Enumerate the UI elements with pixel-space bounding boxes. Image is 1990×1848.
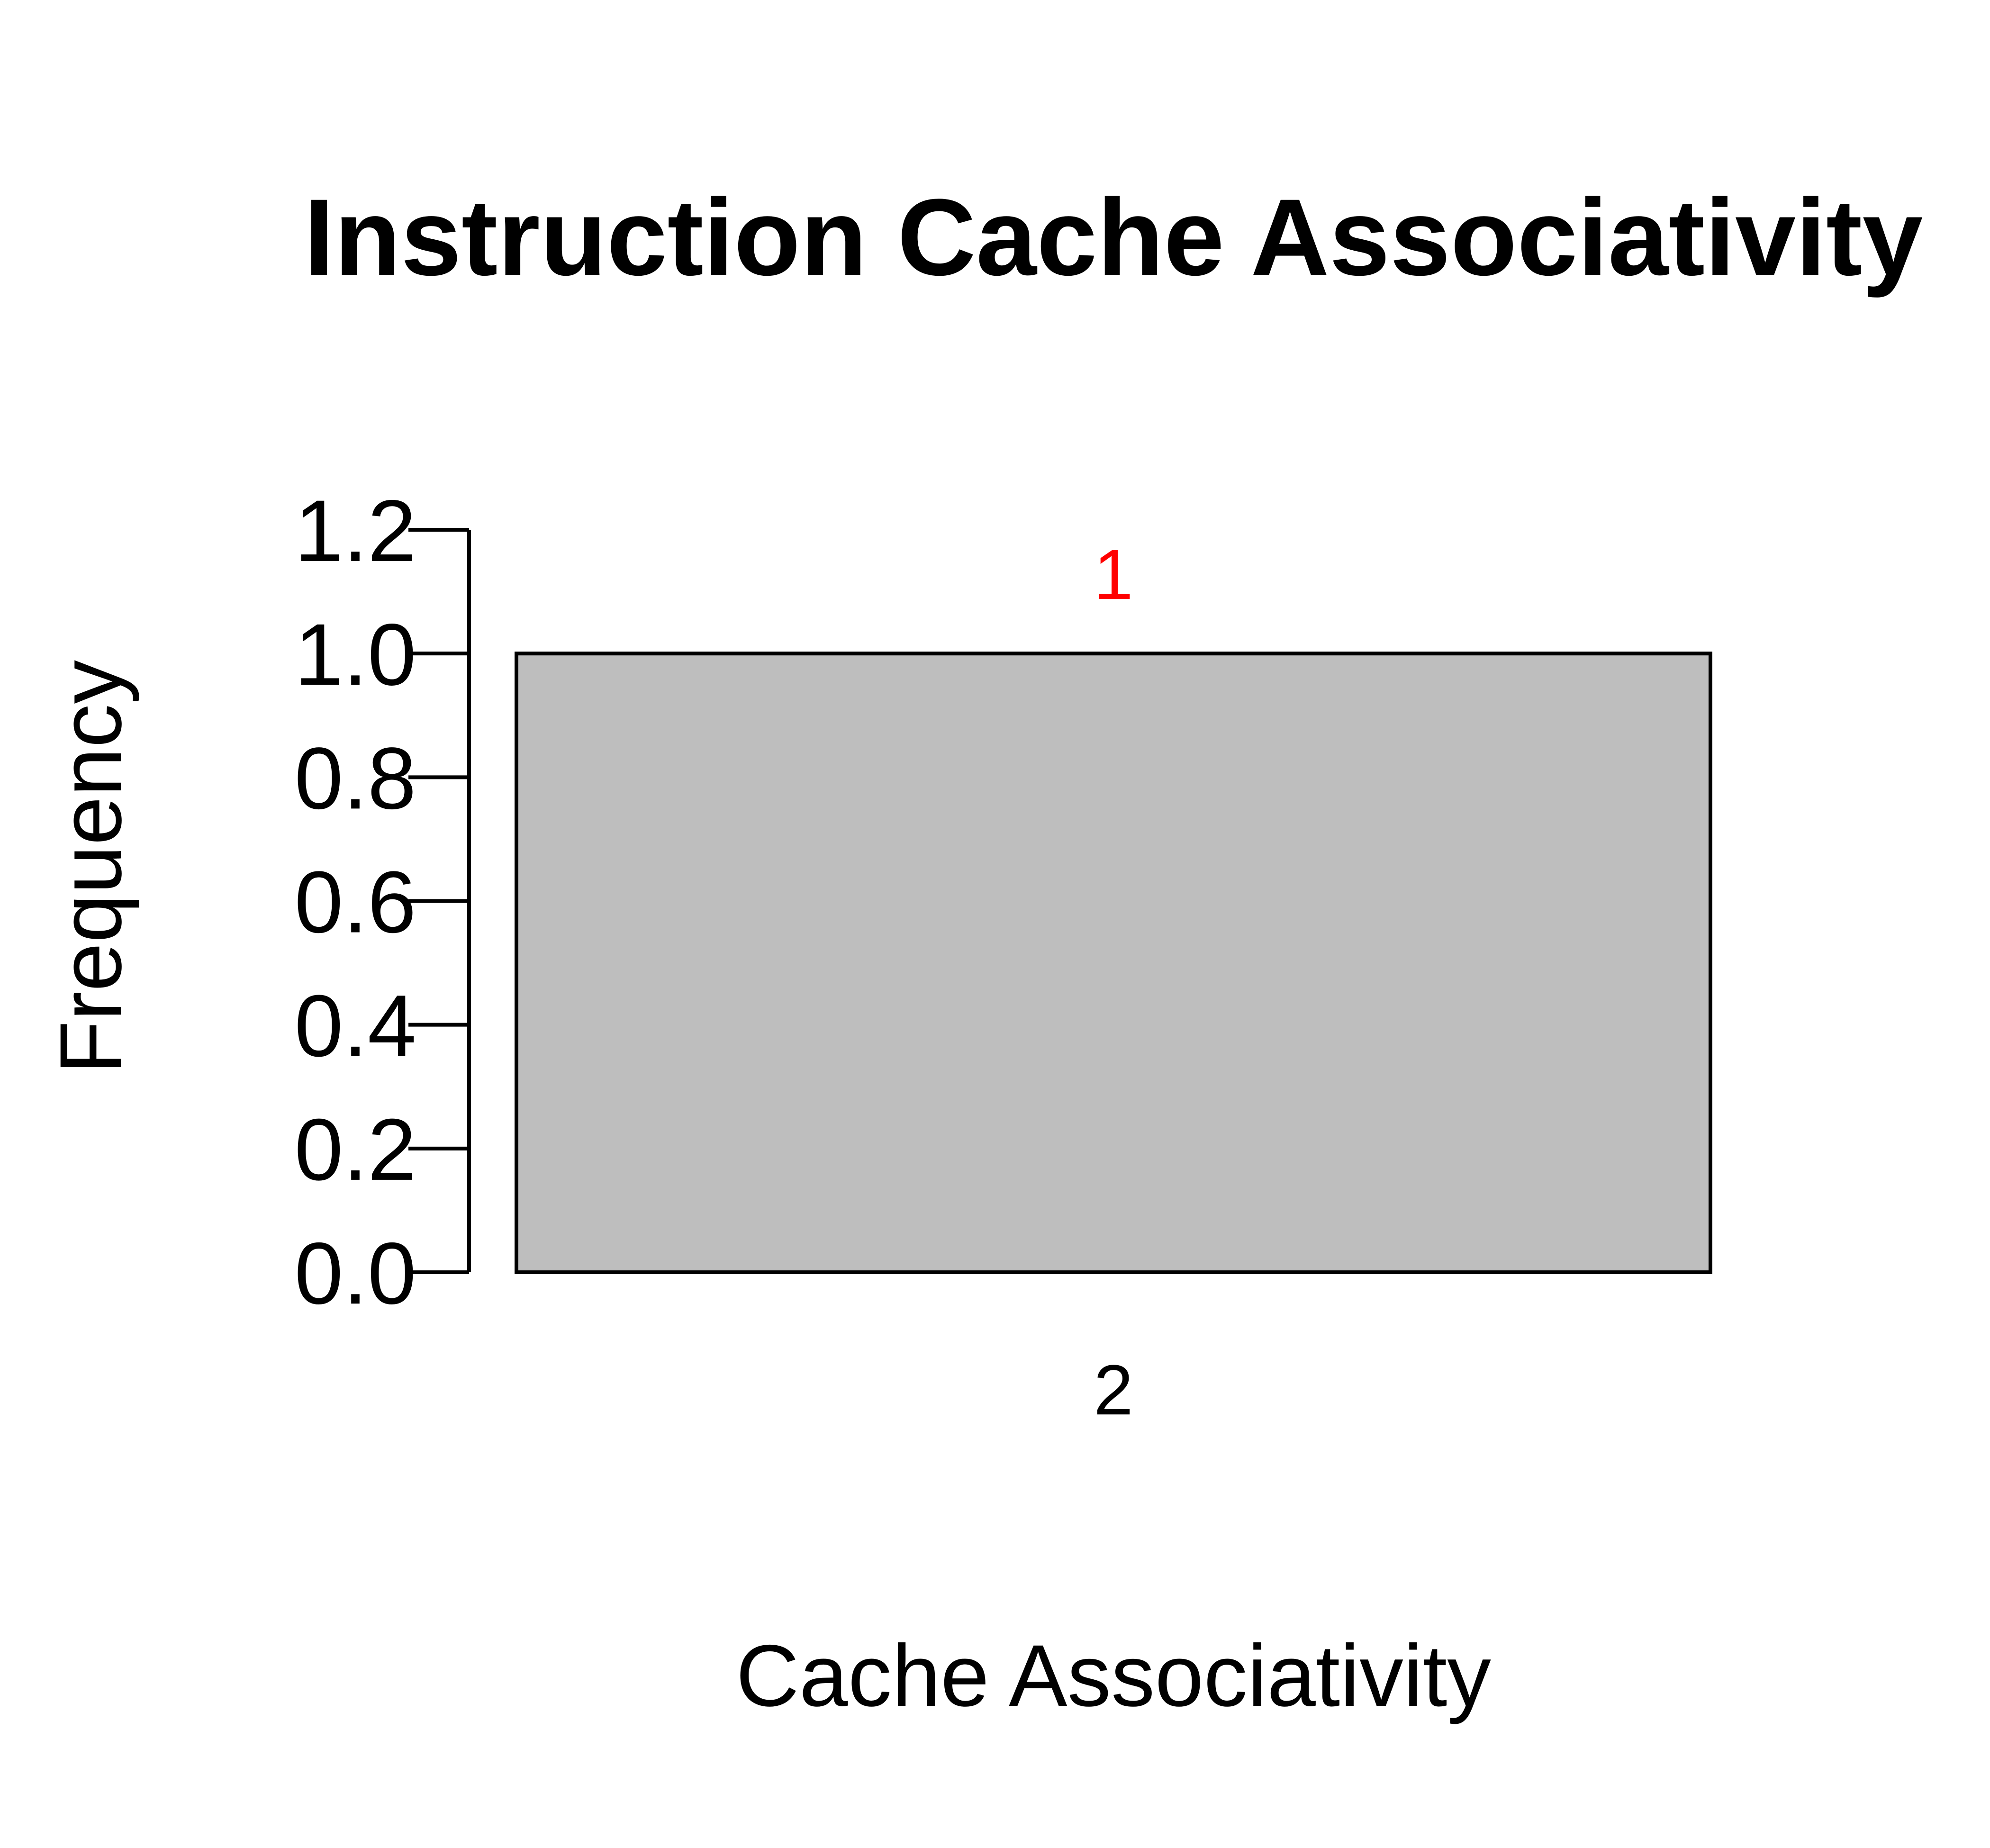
y-tick-label: 0.6 <box>294 854 416 951</box>
chart-title: Instruction Cache Associativity <box>304 176 1923 298</box>
y-tick-label: 1.0 <box>294 606 416 704</box>
y-tick-label: 1.2 <box>294 482 416 580</box>
y-tick-label: 0.2 <box>294 1101 416 1199</box>
y-axis-label: Frequency <box>42 660 140 1074</box>
y-tick-label: 0.4 <box>294 978 416 1075</box>
bar <box>515 652 1712 1274</box>
x-axis-label: Cache Associativity <box>736 1627 1491 1725</box>
bars: 12 <box>515 534 1712 1430</box>
y-tick-label: 0.0 <box>294 1225 416 1323</box>
y-tick-label: 0.8 <box>294 730 416 827</box>
x-category-label: 2 <box>1094 1350 1133 1430</box>
y-axis: 0.0 0.2 0.4 0.6 0.8 1.0 1.2 <box>294 482 471 1323</box>
bar-data-label: 1 <box>1094 534 1133 614</box>
